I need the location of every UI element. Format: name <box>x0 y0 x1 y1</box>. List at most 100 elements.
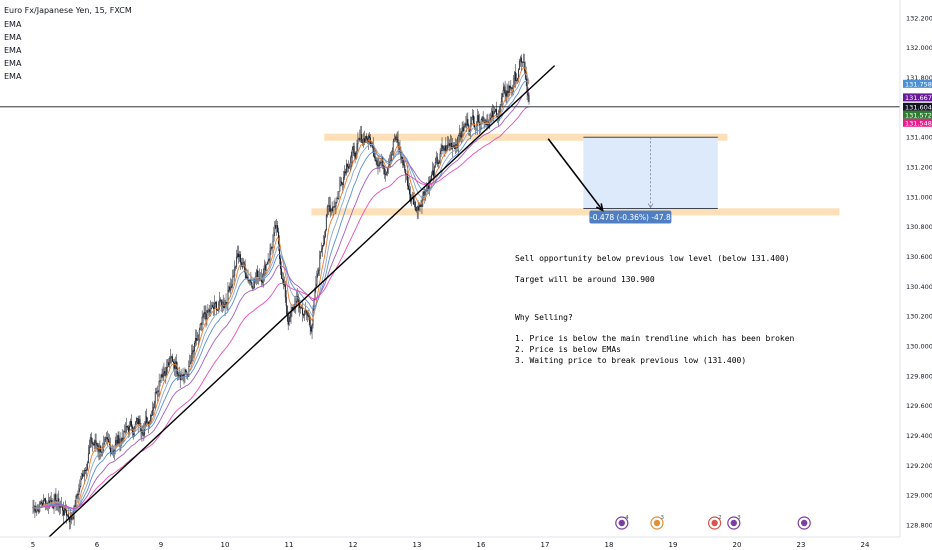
economic-event-marker[interactable]: 4 <box>615 515 630 530</box>
candle <box>437 159 439 168</box>
ema-line-2[interactable] <box>32 73 530 515</box>
resistance-zone[interactable] <box>324 133 728 141</box>
candle <box>397 130 399 156</box>
candle <box>514 70 516 88</box>
candle <box>195 329 197 346</box>
candle <box>288 314 290 326</box>
candle <box>500 92 502 107</box>
legend-ema-2[interactable]: EMA <box>4 33 22 42</box>
legend-ema-4[interactable]: EMA <box>4 59 22 68</box>
economic-event-marker[interactable]: 3 <box>727 515 742 530</box>
candle <box>501 93 503 106</box>
candle <box>274 221 276 236</box>
projection-arrow-head <box>647 203 654 209</box>
candle <box>269 243 271 266</box>
legend-ema-5[interactable]: EMA <box>4 72 22 81</box>
candle <box>210 300 212 317</box>
candle <box>443 145 445 152</box>
candle <box>118 431 120 447</box>
candle <box>344 165 346 181</box>
time-tick-label: 5 <box>31 541 35 549</box>
candle <box>104 436 106 445</box>
candle <box>192 344 194 362</box>
candle <box>206 309 208 326</box>
event-count: 4 <box>625 515 629 521</box>
candle <box>320 250 322 260</box>
candle <box>447 136 449 150</box>
candle <box>305 309 307 321</box>
candle <box>326 204 328 218</box>
candle <box>235 265 237 271</box>
candle <box>484 118 486 127</box>
candle <box>107 430 109 446</box>
main-trendline[interactable] <box>48 65 556 538</box>
candle <box>249 279 251 286</box>
time-tick-label: 9 <box>159 541 163 549</box>
candle <box>92 442 94 446</box>
candle <box>424 186 426 204</box>
candle <box>504 80 506 102</box>
candle <box>302 301 304 322</box>
candle <box>304 302 306 315</box>
candle <box>350 151 352 169</box>
price-tick-label: 130.400 <box>906 283 932 291</box>
candle <box>435 151 437 165</box>
candle <box>487 113 489 127</box>
candle <box>503 84 505 95</box>
candle <box>333 200 335 208</box>
candle <box>303 310 305 322</box>
candle <box>205 305 207 328</box>
legend-ema-1[interactable]: EMA <box>4 20 22 29</box>
target-projection-box[interactable] <box>583 137 718 209</box>
candle <box>354 152 356 164</box>
legend-ema-3[interactable]: EMA <box>4 46 22 55</box>
economic-event-marker[interactable]: 3 <box>650 515 665 530</box>
candle <box>238 250 240 262</box>
candle <box>174 356 176 377</box>
candle <box>111 444 113 456</box>
candle <box>125 422 127 435</box>
svg-text:131.572: 131.572 <box>905 111 932 119</box>
candle <box>259 272 261 282</box>
candle <box>88 439 90 455</box>
sell-arrow[interactable] <box>547 138 604 211</box>
candle <box>116 434 118 446</box>
candle <box>90 432 92 448</box>
economic-event-marker[interactable]: 2 <box>707 515 722 530</box>
candle <box>217 301 219 313</box>
candle <box>194 329 196 347</box>
candle <box>465 116 467 129</box>
candle <box>215 300 217 316</box>
support-zone[interactable] <box>311 208 840 216</box>
candle <box>40 500 42 505</box>
ema-line-3[interactable] <box>32 80 530 512</box>
ema-line-5[interactable] <box>33 106 530 509</box>
candle <box>190 355 192 365</box>
candle <box>347 160 349 173</box>
candle <box>446 144 448 152</box>
candle <box>204 305 206 321</box>
candle <box>420 199 422 208</box>
candle <box>409 182 411 202</box>
economic-event-marker[interactable] <box>797 516 811 530</box>
candle <box>404 161 406 173</box>
candle <box>163 362 165 381</box>
candle <box>441 137 443 152</box>
candle <box>376 156 378 169</box>
candle <box>130 414 132 431</box>
candle <box>378 156 380 170</box>
candle <box>468 123 470 136</box>
candle <box>272 234 274 256</box>
candle <box>268 258 270 263</box>
candle <box>167 359 169 375</box>
ema-line-4[interactable] <box>32 91 530 510</box>
candle <box>459 128 461 141</box>
candle <box>184 367 186 383</box>
time-axis[interactable]: 5 6 9 10 11 12 13 16 17 18 19 20 23 24 <box>31 541 870 549</box>
candle <box>99 440 101 460</box>
candle <box>276 218 278 236</box>
candle <box>233 269 235 278</box>
candle <box>162 366 164 382</box>
price-tick-label: 132.000 <box>906 44 932 52</box>
